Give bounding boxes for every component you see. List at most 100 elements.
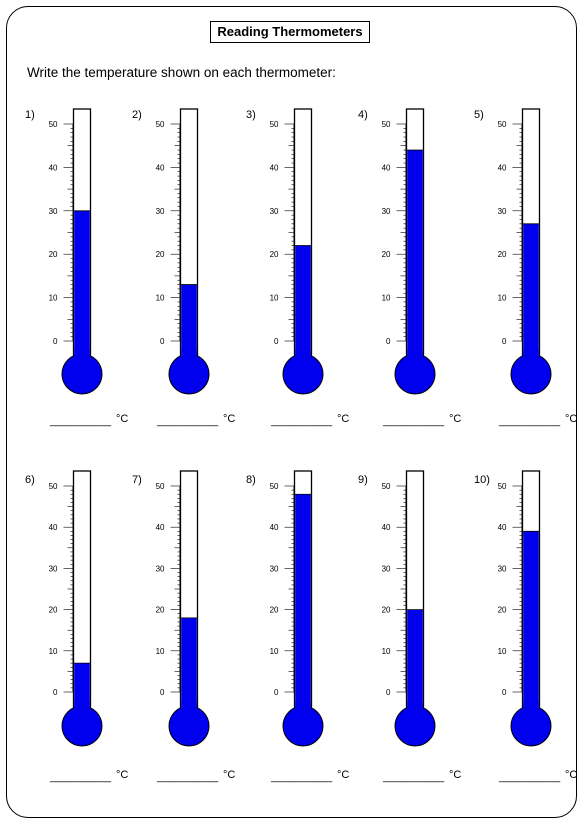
tick-label: 20 [270, 250, 279, 259]
tick-label: 30 [49, 564, 58, 573]
tick-label: 50 [156, 482, 165, 491]
answer-blank[interactable]: __________ [49, 771, 112, 783]
tick-label: 20 [49, 250, 58, 259]
answer-blank[interactable]: __________ [382, 771, 445, 783]
tick-label: 20 [156, 606, 165, 615]
unit-label: °C [449, 769, 461, 781]
mercury-column [523, 223, 539, 374]
question-number: 5) [474, 109, 484, 121]
question-number: 10) [474, 474, 490, 486]
tick-label: 0 [274, 337, 279, 346]
bulb-neck [407, 350, 423, 362]
tick-label: 0 [274, 688, 279, 697]
instruction-text: Write the temperature shown on each ther… [27, 65, 336, 80]
thermometer-5: 5) 0 10 20 30 40 50 __________ °C [474, 108, 577, 427]
mercury-column [181, 617, 197, 726]
answer-blank[interactable]: __________ [498, 415, 561, 427]
tick-label: 0 [386, 688, 391, 697]
tick-label: 40 [49, 523, 58, 532]
thermometer-2: 2) 0 10 20 30 40 50 __________ °C [132, 108, 235, 427]
tick-label: 20 [498, 250, 507, 259]
unit-label: °C [565, 769, 577, 781]
bulb-neck [523, 702, 539, 714]
answer-blank[interactable]: __________ [270, 771, 333, 783]
tick-label: 40 [270, 163, 279, 172]
unit-label: °C [449, 413, 461, 425]
question-number: 3) [246, 109, 256, 121]
bulb-neck [523, 350, 539, 362]
tick-label: 30 [270, 564, 279, 573]
mercury-column [407, 609, 423, 726]
tick-label: 50 [156, 120, 165, 129]
tick-label: 50 [498, 482, 507, 491]
tick-label: 10 [498, 647, 507, 656]
tick-label: 50 [49, 482, 58, 491]
tick-label: 0 [502, 337, 507, 346]
unit-label: °C [337, 413, 349, 425]
tick-label: 20 [270, 606, 279, 615]
tick-label: 50 [382, 120, 391, 129]
mercury-column [74, 210, 90, 374]
unit-label: °C [116, 413, 128, 425]
answer-blank[interactable]: __________ [498, 771, 561, 783]
bulb-neck [407, 702, 423, 714]
unit-label: °C [223, 769, 235, 781]
thermometer-6: 6) 0 10 20 30 40 50 __________ °C [25, 470, 128, 783]
unit-label: °C [565, 413, 577, 425]
unit-label: °C [116, 769, 128, 781]
tick-label: 30 [498, 564, 507, 573]
tick-label: 20 [382, 250, 391, 259]
bulb-neck [74, 350, 90, 362]
answer-blank[interactable]: __________ [270, 415, 333, 427]
mercury-column [295, 245, 311, 374]
tick-label: 10 [49, 647, 58, 656]
mercury-column [295, 494, 311, 726]
tick-label: 30 [382, 207, 391, 216]
tick-label: 10 [49, 294, 58, 303]
tick-label: 20 [49, 606, 58, 615]
answer-blank[interactable]: __________ [156, 415, 219, 427]
mercury-column [523, 531, 539, 726]
tick-label: 40 [498, 163, 507, 172]
tick-label: 50 [49, 120, 58, 129]
question-number: 6) [25, 474, 35, 486]
bulb-neck [181, 350, 197, 362]
tick-label: 30 [156, 564, 165, 573]
answer-blank[interactable]: __________ [49, 415, 112, 427]
question-number: 7) [132, 474, 142, 486]
tick-label: 10 [156, 294, 165, 303]
tick-label: 40 [382, 523, 391, 532]
tick-label: 20 [382, 606, 391, 615]
tick-label: 10 [382, 647, 391, 656]
question-number: 9) [358, 474, 368, 486]
tick-label: 0 [160, 337, 165, 346]
tick-label: 10 [270, 647, 279, 656]
worksheet-title: Reading Thermometers [210, 21, 370, 43]
mercury-column [407, 150, 423, 374]
tick-label: 40 [49, 163, 58, 172]
question-number: 8) [246, 474, 256, 486]
tick-label: 0 [386, 337, 391, 346]
tick-label: 50 [498, 120, 507, 129]
tick-label: 50 [382, 482, 391, 491]
tick-label: 0 [53, 688, 58, 697]
tick-label: 40 [156, 163, 165, 172]
thermometer-3: 3) 0 10 20 30 40 50 __________ °C [246, 108, 349, 427]
bulb-neck [181, 702, 197, 714]
tick-label: 0 [160, 688, 165, 697]
tick-label: 20 [156, 250, 165, 259]
tick-label: 10 [270, 294, 279, 303]
question-number: 1) [25, 109, 35, 121]
tick-label: 10 [382, 294, 391, 303]
unit-label: °C [337, 769, 349, 781]
tick-label: 30 [270, 207, 279, 216]
tick-label: 50 [270, 120, 279, 129]
answer-blank[interactable]: __________ [156, 771, 219, 783]
bulb-neck [295, 702, 311, 714]
tick-label: 40 [270, 523, 279, 532]
tick-label: 40 [498, 523, 507, 532]
worksheet-border [6, 6, 577, 818]
bulb-neck [74, 702, 90, 714]
answer-blank[interactable]: __________ [382, 415, 445, 427]
